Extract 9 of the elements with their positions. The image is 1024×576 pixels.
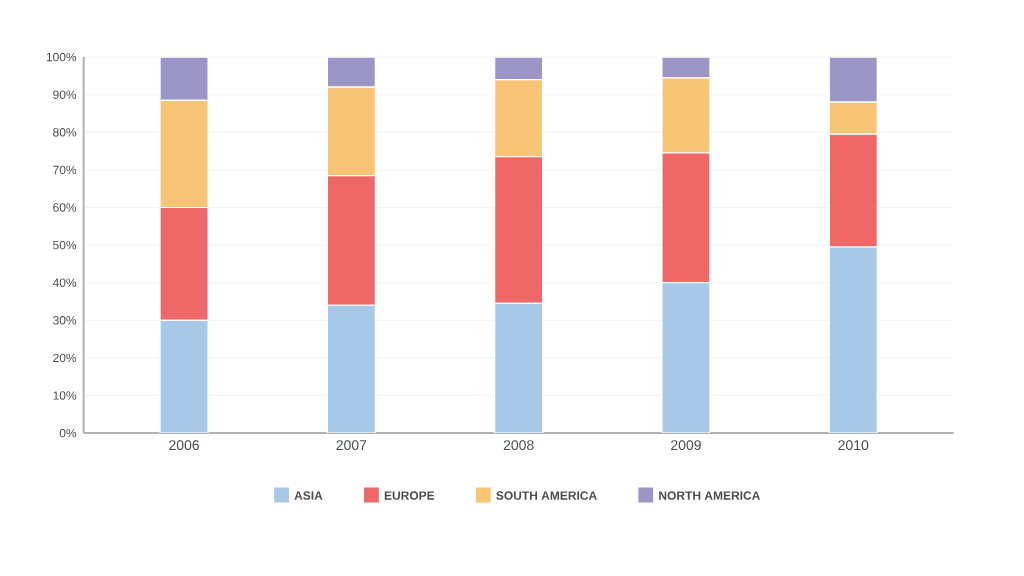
bar — [326, 57, 376, 88]
bar — [661, 282, 711, 434]
bar — [494, 57, 544, 81]
bar — [159, 57, 209, 101]
bar — [828, 246, 878, 434]
bar — [494, 302, 544, 434]
bar — [326, 304, 376, 434]
bar — [159, 319, 209, 434]
bar — [828, 57, 878, 103]
